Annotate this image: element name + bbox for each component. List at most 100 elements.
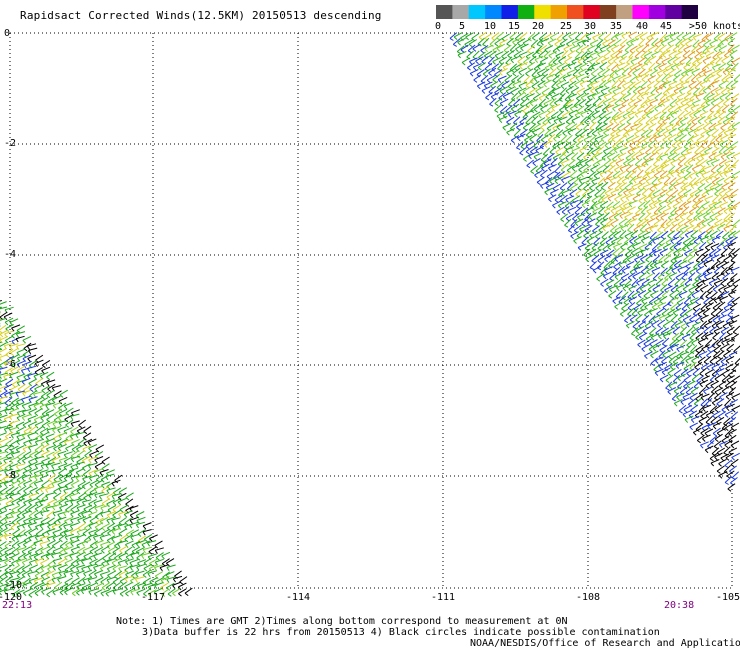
wind-barb (520, 140, 529, 148)
wind-barb-flag (717, 45, 722, 49)
wind-barb (616, 283, 625, 289)
wind-barb (39, 474, 49, 479)
wind-barb (27, 354, 37, 359)
wind-barb (724, 333, 733, 339)
wind-barb (554, 38, 563, 45)
wind-barb-flag (77, 514, 82, 518)
wind-barb (646, 80, 655, 87)
wind-barb (664, 272, 672, 279)
wind-barb-flag (663, 335, 667, 340)
wind-barb (666, 343, 675, 350)
wind-barb (703, 386, 712, 392)
wind-barb-flag (525, 122, 530, 126)
wind-barb (616, 111, 625, 117)
wind-barb (685, 344, 693, 352)
wind-barb (680, 278, 688, 285)
wind-barb-flag (662, 71, 667, 76)
wind-barb-flag (70, 466, 74, 471)
wind-barb (605, 123, 614, 129)
wind-barb (588, 212, 598, 218)
wind-barb (677, 169, 686, 176)
wind-barb (732, 170, 740, 177)
wind-barb (597, 99, 605, 106)
wind-barb-flag (703, 276, 708, 280)
wind-barb-flag (460, 49, 465, 53)
wind-barb (487, 56, 495, 64)
wind-barb (520, 128, 528, 136)
wind-barb-flag (529, 138, 534, 143)
wind-barb (22, 431, 31, 437)
wind-barb (694, 80, 702, 88)
wind-barb (89, 450, 98, 456)
wind-barb-flag (129, 519, 133, 524)
wind-barb (667, 308, 676, 315)
wind-barb-flag (627, 259, 631, 263)
wind-barb (35, 378, 43, 385)
wind-barb-flag (725, 271, 729, 275)
wind-barb (715, 368, 725, 373)
wind-barb (634, 110, 644, 115)
wind-barb (582, 141, 590, 149)
wind-barb-flag (704, 336, 709, 340)
wind-barb-flag (714, 217, 719, 221)
wind-barb-flag (546, 109, 551, 114)
wind-barb-flag (590, 169, 594, 173)
wind-barb (728, 205, 738, 211)
wind-barb (492, 74, 501, 81)
wind-barb-flag (579, 150, 583, 154)
wind-barb-flag (561, 193, 565, 197)
wind-barb-flag (33, 405, 37, 410)
wind-barb (697, 260, 706, 267)
wind-barb-flag (46, 382, 50, 387)
wind-barb-flag (88, 503, 92, 507)
wind-barb-flag (618, 264, 623, 268)
wind-barb (599, 61, 608, 68)
wind-barb (17, 540, 26, 545)
wind-barb (574, 218, 584, 224)
colorbar-swatch (616, 5, 634, 19)
wind-barb (618, 295, 627, 303)
wind-barb (544, 140, 553, 145)
wind-barb (661, 73, 669, 82)
wind-barb-flag (701, 222, 706, 227)
wind-barb (632, 213, 641, 219)
wind-barb (698, 416, 708, 422)
wind-barb (611, 134, 621, 140)
wind-barb (643, 152, 651, 159)
wind-barb-flag (47, 401, 52, 405)
wind-barb (622, 75, 632, 80)
wind-barb (29, 450, 38, 456)
wind-barb-flag (691, 360, 695, 364)
wind-barb (516, 141, 524, 149)
wind-barb (692, 99, 701, 104)
wind-barb-flag (714, 409, 719, 413)
wind-barb-flag (667, 204, 671, 209)
wind-barb-flag (16, 417, 20, 422)
wind-barb-flag (11, 501, 15, 506)
wind-barb (727, 86, 736, 92)
wind-barb (670, 169, 680, 175)
wind-barb-flag (688, 85, 693, 89)
wind-barb (615, 128, 624, 135)
wind-barb (705, 242, 714, 248)
wind-barb-flag (550, 192, 554, 197)
wind-barb-flag (11, 545, 16, 549)
wind-barb (577, 134, 586, 141)
wind-barb (699, 379, 709, 385)
wind-barb (696, 219, 705, 226)
wind-barb (21, 401, 31, 407)
wind-barb (648, 189, 656, 197)
wind-barb (704, 182, 712, 189)
wind-barb (730, 175, 739, 182)
wind-barb-flag (10, 444, 15, 448)
wind-barb (618, 248, 626, 255)
wind-barb (27, 343, 37, 347)
wind-barb-flag (106, 519, 110, 524)
wind-barb-flag (635, 253, 639, 258)
wind-barb (547, 133, 556, 141)
wind-barb-flag (696, 60, 701, 65)
wind-barb-flag (565, 149, 569, 154)
wind-barb (654, 92, 663, 99)
wind-barb-flag (0, 399, 2, 403)
wind-barb (715, 230, 724, 237)
